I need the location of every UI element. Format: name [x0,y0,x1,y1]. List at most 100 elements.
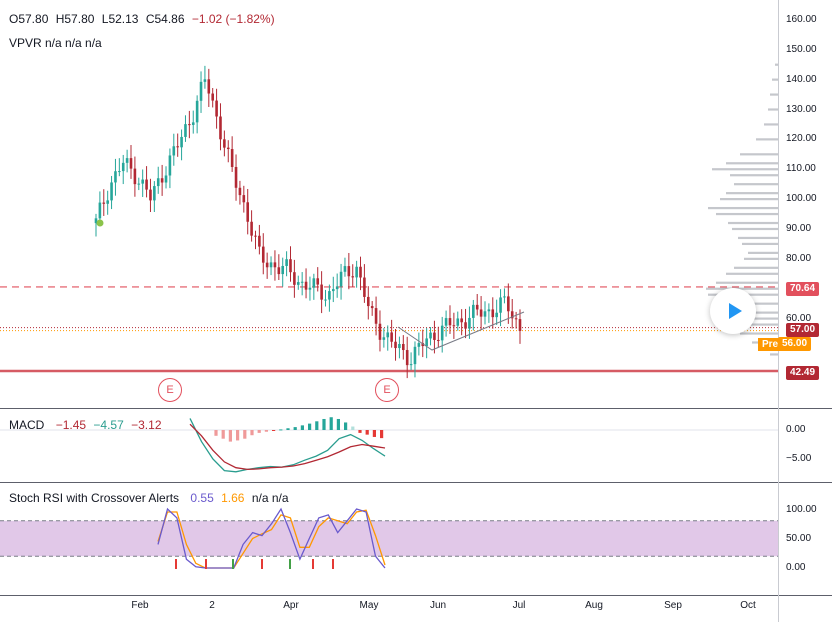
ohlc-legend: O57.80 H57.80 L52.13 C54.86 −1.02 (−1.82… [9,12,279,26]
candle-body [339,271,343,287]
candle-body [215,100,218,117]
candle-body [440,325,444,341]
last-price-tag: 57.00 [786,323,820,337]
volume-profile-bar [770,353,778,356]
macd-histogram-bar [351,426,355,430]
vpvr-legend[interactable]: VPVR n/a n/a n/a [9,36,102,50]
price-axis-tick-label: 130.00 [786,103,817,115]
candle-body [495,312,498,318]
candle-body [269,262,273,268]
price-axis[interactable] [778,0,832,622]
macd-histogram-bar [286,428,290,430]
price-axis-tick-label: 140.00 [786,73,817,85]
macd-line [189,418,386,473]
candle-body [176,146,179,148]
price-axis-tick-label: 80.00 [786,252,812,264]
stoch-axis-tick-label: 100.00 [786,504,817,515]
time-axis-label: Apr [283,600,299,611]
candle-body [242,195,246,203]
candle-body [110,182,113,201]
time-axis-label: Jun [429,600,447,611]
crossover-alert-mark [261,559,263,569]
crossover-alert-mark [232,559,234,569]
candle-body [405,350,409,366]
macd-histogram-bar [221,430,225,439]
crossover-alert-mark [312,559,314,569]
macd-histogram-bar [300,425,304,430]
price-pane[interactable]: O57.80 H57.80 L52.13 C54.86 −1.02 (−1.82… [0,0,778,408]
candle-body [390,332,393,342]
macd-histogram-bar [380,430,384,439]
time-axis-label: May [359,600,379,611]
signal-dot [96,219,104,227]
ohlc-close: C54.86 [145,12,185,26]
candle-body [156,178,160,187]
candle-body [425,338,428,347]
candle-body [324,299,327,301]
time-axis-label: Jul [512,600,526,611]
candle-body [285,259,288,266]
candle-body [296,282,300,285]
price-axis-tick-label: 90.00 [786,223,812,235]
earnings-marker-1[interactable]: E [158,378,182,402]
volume-profile-bar [740,153,778,156]
macd-pane[interactable]: MACD −1.45 −4.57 −3.12 [0,409,778,482]
macd-histogram-bar [228,430,232,442]
candle-body [378,323,382,340]
stoch-chart [0,507,778,569]
candle-body [133,168,137,185]
macd-axis-tick-label: −5.00 [786,453,812,464]
crossover-alert-mark [205,559,207,569]
candle-body [518,319,522,331]
volume-profile-bar [728,221,778,225]
price-axis-tick-label: 100.00 [786,193,817,205]
volume-profile-bar [732,323,778,326]
candle-body [184,124,187,137]
macd-histogram-bar [279,429,283,431]
stoch-rest: n/a n/a [251,491,289,505]
candle-body [413,346,417,365]
macd-histogram-bar [257,430,261,433]
candle-body [94,218,98,224]
macd-value-2: −4.57 [93,418,124,432]
play-icon[interactable] [710,288,756,334]
volume-profile-bar [716,281,778,284]
pane-separator[interactable] [0,408,832,409]
macd-histogram-bar [315,421,319,430]
candle-body [102,202,106,204]
pane-separator[interactable] [0,482,832,483]
price-axis-tick-label: 60.00 [786,312,812,324]
candle-body [137,183,141,185]
candle-body [125,158,129,163]
candle-body [265,262,269,268]
candle-body [308,287,312,290]
volume-profile-bar [734,183,778,186]
candle-body [98,202,102,219]
candle-body [510,311,514,319]
candle-body [394,341,397,349]
candle-body [347,266,351,277]
volume-profile-bar [740,332,778,335]
volume-profile-bar [744,257,778,260]
pre-market-price-tag: 56.00 [778,337,812,351]
candle-body [289,259,292,273]
candle-body [366,296,370,307]
earnings-marker-2[interactable]: E [375,378,399,402]
crossover-alert-mark [175,559,177,569]
macd-histogram-bar [243,430,247,439]
candle-body [312,278,316,288]
candle-body [316,278,320,285]
candle-body [468,317,471,329]
candle-body [246,202,250,222]
volume-profile-bar [726,162,778,165]
volume-profile-bar [726,272,778,275]
stoch-pane[interactable]: Stoch RSI with Crossover Alerts 0.55 1.6… [0,483,778,595]
candle-body [402,343,405,351]
crossover-alert-mark [332,559,334,569]
volume-profile-bar [730,174,778,177]
candle-body [475,304,479,310]
volume-profile-bar [748,251,778,254]
candle-body [370,306,374,309]
volume-profile-bar [770,93,778,96]
candle-body [417,343,421,347]
